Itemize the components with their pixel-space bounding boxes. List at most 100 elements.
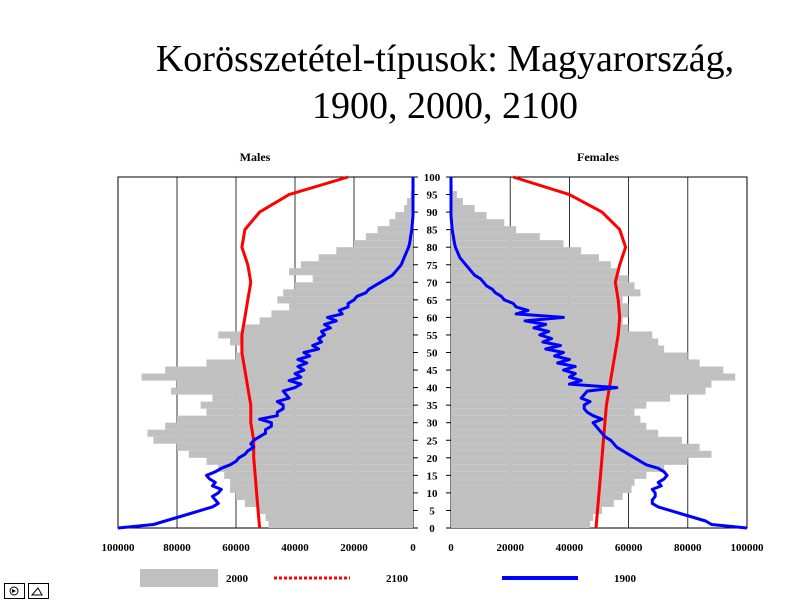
females-2000-bar — [451, 464, 665, 472]
forward-icon[interactable] — [28, 583, 49, 599]
females-2000-bar — [451, 240, 564, 248]
males-panel-title: Males — [240, 150, 271, 164]
males-2000-bar — [212, 394, 413, 402]
slide-title-line1: Korösszetétel-típusok: Magyarország, — [155, 38, 735, 80]
females-2000-bar — [451, 191, 457, 199]
males-2000-bar — [377, 226, 413, 234]
females-2000-bar — [451, 387, 706, 395]
age-tick-label: 0 — [429, 523, 435, 535]
males-2000-bar — [244, 499, 413, 507]
females-2000-bar — [451, 492, 623, 500]
nav-icons — [4, 583, 49, 599]
age-tick-label: 70 — [427, 277, 439, 289]
females-2000-bar — [451, 499, 614, 507]
males-2000-bar — [289, 303, 413, 311]
females-2000-bar — [451, 296, 623, 304]
males-2000-bar — [236, 492, 413, 500]
females-2000-bar — [451, 478, 635, 486]
males-2000-bar — [206, 457, 413, 465]
females-x-tick-label: 60000 — [615, 542, 643, 554]
legend-1900-label: 1900 — [614, 573, 637, 585]
females-2000-bar — [451, 212, 487, 220]
females-2000-bar — [451, 282, 635, 290]
females-2000-bar — [451, 429, 659, 437]
females-x-tick-label: 40000 — [556, 542, 584, 554]
females-x-tick-label: 100000 — [731, 542, 765, 554]
females-2000-bar — [451, 359, 700, 367]
males-2000-bar — [404, 205, 413, 213]
age-tick-label: 25 — [427, 435, 439, 447]
males-2000-bar — [230, 485, 413, 493]
age-tick-label: 75 — [427, 260, 439, 272]
males-1900-line — [117, 177, 415, 530]
males-2100-line — [240, 175, 349, 529]
females-x-tick-label: 80000 — [674, 542, 702, 554]
females-2000-bar — [451, 422, 647, 430]
males-x-tick-label: 20000 — [340, 542, 368, 554]
males-2000-bar — [188, 450, 413, 458]
females-2000-bar — [451, 457, 688, 465]
females-2000-bar — [451, 443, 700, 451]
males-2000-bar — [218, 331, 413, 339]
females-2000-bar — [451, 303, 629, 311]
males-x-tick-label: 0 — [410, 542, 416, 554]
females-2000-bar — [451, 268, 617, 276]
males-2000-bar — [236, 352, 413, 360]
males-2000-bar — [200, 401, 413, 409]
females-2000-bar — [451, 394, 671, 402]
males-2000-bar — [312, 275, 413, 283]
females-x-tick-label: 0 — [448, 542, 454, 554]
legend-2100-label: 2100 — [386, 573, 409, 585]
legend-2000-label: 2000 — [226, 573, 249, 585]
males-2000-bar — [336, 247, 413, 255]
males-2000-bar — [283, 289, 413, 297]
back-icon[interactable] — [4, 583, 25, 599]
females-2000-bar — [451, 408, 635, 416]
females-1900-line — [449, 177, 748, 530]
females-2000-bar — [451, 205, 475, 213]
males-2000-bar — [177, 415, 413, 423]
males-2000-bar — [365, 233, 413, 241]
females-2000-bar — [451, 331, 653, 339]
males-2000-bar — [241, 345, 413, 353]
males-2000-bar — [395, 212, 413, 220]
females-x-tick-label: 20000 — [496, 542, 524, 554]
males-2000-bar — [141, 373, 413, 381]
females-2000-bar — [451, 506, 602, 514]
males-x-tick-label: 40000 — [281, 542, 309, 554]
males-2000-bar — [165, 366, 413, 374]
females-2000-bar — [451, 520, 591, 528]
age-tick-label: 35 — [427, 400, 439, 412]
age-tick-label: 45 — [427, 365, 439, 377]
females-2000-bar — [451, 471, 647, 479]
females-2000-bar — [451, 219, 505, 227]
females-2000-bar — [451, 254, 599, 262]
age-tick-label: 80 — [427, 242, 439, 254]
males-2000-bar — [147, 429, 413, 437]
males-2000-bar — [177, 443, 413, 451]
females-2000-bar — [451, 275, 629, 283]
legend-2000-swatch — [140, 569, 218, 587]
males-2000-bar — [318, 254, 413, 262]
age-tick-label: 30 — [427, 418, 439, 430]
females-2000-bar — [451, 338, 659, 346]
females-2000-bar — [451, 485, 632, 493]
females-2000-bar — [451, 310, 629, 318]
males-2000-bar — [300, 261, 413, 269]
females-2000-bar — [451, 233, 540, 241]
males-2000-bar — [206, 408, 413, 416]
males-2000-bar — [295, 282, 413, 290]
females-panel-title: Females — [577, 150, 619, 164]
males-2000-bar — [277, 296, 413, 304]
females-2000-bar — [451, 352, 688, 360]
females-2000-bar — [451, 289, 641, 297]
age-tick-label: 90 — [427, 207, 439, 219]
males-2000-bar — [153, 436, 413, 444]
males-2000-bar — [265, 513, 413, 521]
females-2000-bar — [451, 366, 724, 374]
males-2000-bar — [224, 471, 413, 479]
females-2000-bar — [451, 450, 712, 458]
males-2000-bar — [289, 268, 413, 276]
males-2000-bar — [171, 387, 413, 395]
